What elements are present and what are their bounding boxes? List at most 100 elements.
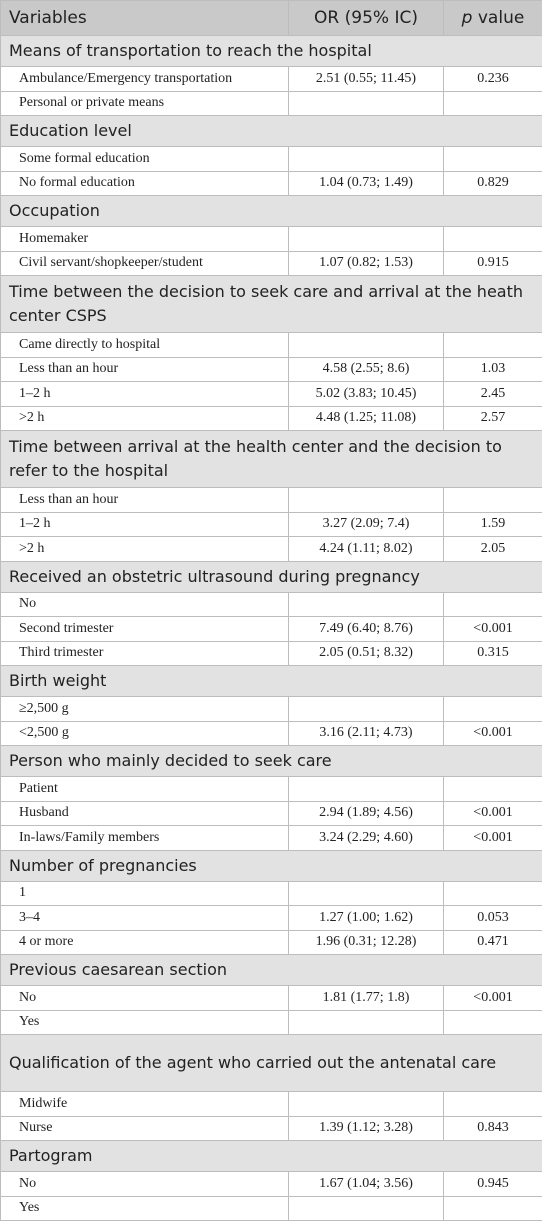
row-label: <2,500 g (1, 721, 289, 746)
p-value (444, 1092, 542, 1117)
p-value: 0.915 (444, 251, 542, 276)
odds-ratio (289, 1196, 444, 1221)
data-row: Midwife (1, 1092, 542, 1117)
odds-ratio: 2.94 (1.89; 4.56) (289, 801, 444, 826)
row-label: No (1, 986, 289, 1011)
data-row: No (1, 592, 542, 617)
header-row: Variables OR (95% IC) p value (1, 1, 542, 36)
p-value (444, 1010, 542, 1035)
odds-ratio (289, 592, 444, 617)
section-row: Previous caesarean section (1, 955, 542, 986)
section-title: Qualification of the agent who carried o… (1, 1035, 542, 1092)
p-value: 0.843 (444, 1116, 542, 1141)
section-title: Number of pregnancies (1, 850, 542, 881)
row-label: 1–2 h (1, 512, 289, 537)
odds-ratio: 3.16 (2.11; 4.73) (289, 721, 444, 746)
odds-ratio: 1.96 (0.31; 12.28) (289, 930, 444, 955)
odds-ratio: 1.81 (1.77; 1.8) (289, 986, 444, 1011)
p-value (444, 1196, 542, 1221)
row-label: Third trimester (1, 641, 289, 666)
section-row: Birth weight (1, 666, 542, 697)
section-title: Occupation (1, 196, 542, 227)
row-label: Came directly to hospital (1, 333, 289, 358)
odds-ratio: 3.27 (2.09; 7.4) (289, 512, 444, 537)
section-row: Person who mainly decided to seek care (1, 746, 542, 777)
section-title: Time between arrival at the health cente… (1, 431, 542, 488)
data-row: Yes (1, 1196, 542, 1221)
row-label: No (1, 1172, 289, 1197)
row-label: 3–4 (1, 906, 289, 931)
p-value (444, 592, 542, 617)
data-row: Homemaker (1, 227, 542, 252)
data-row: ≥2,500 g (1, 697, 542, 722)
odds-ratio: 1.67 (1.04; 3.56) (289, 1172, 444, 1197)
odds-ratio (289, 881, 444, 906)
row-label: Midwife (1, 1092, 289, 1117)
row-label: In-laws/Family members (1, 826, 289, 851)
p-value: 0.315 (444, 641, 542, 666)
p-value (444, 777, 542, 802)
odds-ratio: 3.24 (2.29; 4.60) (289, 826, 444, 851)
header-cell: Variables (1, 1, 289, 36)
odds-ratio: 5.02 (3.83; 10.45) (289, 382, 444, 407)
odds-ratio: 1.07 (0.82; 1.53) (289, 251, 444, 276)
row-label: ≥2,500 g (1, 697, 289, 722)
section-title: Education level (1, 116, 542, 147)
row-label: Yes (1, 1196, 289, 1221)
odds-ratio (289, 91, 444, 116)
row-label: >2 h (1, 537, 289, 562)
p-value: 0.945 (444, 1172, 542, 1197)
p-value: 1.59 (444, 512, 542, 537)
odds-ratio: 1.04 (0.73; 1.49) (289, 171, 444, 196)
p-value (444, 147, 542, 172)
row-label: 1–2 h (1, 382, 289, 407)
odds-ratio (289, 147, 444, 172)
p-value: 0.829 (444, 171, 542, 196)
row-label: Ambulance/Emergency transportation (1, 67, 289, 92)
row-label: Second trimester (1, 617, 289, 642)
table-body: Means of transportation to reach the hos… (1, 36, 542, 1221)
data-row: Less than an hour (1, 488, 542, 513)
row-label: Less than an hour (1, 488, 289, 513)
p-value (444, 227, 542, 252)
odds-ratio (289, 777, 444, 802)
odds-ratio: 1.39 (1.12; 3.28) (289, 1116, 444, 1141)
odds-ratio: 4.48 (1.25; 11.08) (289, 406, 444, 431)
data-row: Came directly to hospital (1, 333, 542, 358)
row-label: Personal or private means (1, 91, 289, 116)
p-value: <0.001 (444, 986, 542, 1011)
odds-ratio (289, 333, 444, 358)
section-title: Partogram (1, 1141, 542, 1172)
section-title: Previous caesarean section (1, 955, 542, 986)
row-label: Some formal education (1, 147, 289, 172)
section-title: Means of transportation to reach the hos… (1, 36, 542, 67)
header-cell: OR (95% IC) (289, 1, 444, 36)
row-label: Less than an hour (1, 357, 289, 382)
row-label: No (1, 592, 289, 617)
header-cell: p value (444, 1, 542, 36)
p-value (444, 697, 542, 722)
p-value: <0.001 (444, 721, 542, 746)
p-value (444, 881, 542, 906)
odds-ratio: 1.27 (1.00; 1.62) (289, 906, 444, 931)
row-label: 1 (1, 881, 289, 906)
data-row: Patient (1, 777, 542, 802)
p-value: 0.236 (444, 67, 542, 92)
section-row: Occupation (1, 196, 542, 227)
section-row: Qualification of the agent who carried o… (1, 1035, 542, 1092)
section-row: Means of transportation to reach the hos… (1, 36, 542, 67)
p-value: <0.001 (444, 801, 542, 826)
p-value: 2.57 (444, 406, 542, 431)
section-title: Time between the decision to seek care a… (1, 276, 542, 333)
